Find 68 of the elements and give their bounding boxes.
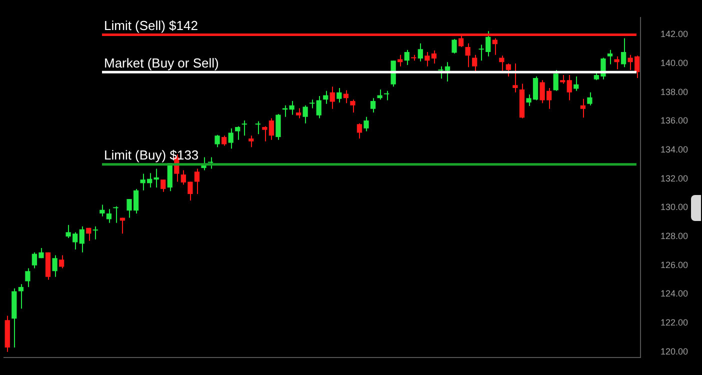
candlestick [404,49,410,66]
candlestick [607,49,613,65]
candlestick [194,168,200,194]
candlestick [383,90,390,101]
candlestick [587,92,592,106]
candlestick [276,113,281,140]
y-tick-label: 120.00 [660,346,688,356]
candlestick [160,179,166,192]
y-tick-label: 140.00 [660,58,688,68]
candlestick [398,54,403,67]
y-tick-label: 132.00 [660,173,688,184]
candlestick [364,116,369,132]
candlestick [248,135,254,148]
candlestick [553,70,558,92]
candlestick [228,128,234,150]
candlestick [79,226,84,253]
candlestick [580,98,586,118]
candlestick [214,134,220,148]
candlestick [25,268,30,288]
candlestick [201,156,206,171]
candlestick [336,88,342,103]
y-tick-label: 128.00 [660,230,688,241]
candlestick [506,63,512,78]
candlestick [302,104,308,124]
y-tick-label: 124.00 [660,288,688,299]
candlestick [512,63,518,93]
candlestick [296,108,302,119]
y-tick-label: 130.00 [660,202,688,212]
candlestick [574,76,579,92]
candlestick [92,226,98,240]
candlestick [343,90,349,104]
candlestick [377,88,382,100]
y-tick-label: 142.00 [660,29,688,40]
candlestick [499,55,504,72]
candlestick [323,90,328,104]
candlestick [492,38,498,56]
candlestick [241,120,248,136]
candlestick [566,74,572,101]
candlestick [356,122,362,139]
ref-line-label: Limit (Buy) $133 [104,148,199,163]
candlestick [86,227,92,242]
candlestick [614,56,620,70]
candlestick [330,86,335,110]
candlestick [18,284,24,310]
candlestick [452,38,457,54]
candlestick [418,42,423,62]
y-tick-label: 136.00 [660,116,688,126]
y-tick-label: 126.00 [660,260,688,270]
ref-line-label: Limit (Sell) $142 [104,18,198,33]
ref-line-label: Market (Buy or Sell) [104,55,219,70]
candlestick [52,254,58,278]
candlestick [100,204,105,217]
candlestick [58,254,64,269]
candlestick [370,98,376,114]
candlestick [472,54,478,74]
candlestick [316,95,322,119]
candlestick [350,99,356,114]
candlestick [254,120,261,135]
candlestick [221,135,227,146]
y-tick-label: 134.00 [660,144,688,155]
candlestick [207,156,214,170]
candlestick [235,126,240,140]
candlestick [620,38,626,68]
y-tick-label: 122.00 [660,317,688,328]
candlestick [106,208,112,224]
candlestick [465,42,470,68]
candlestick [112,206,119,224]
y-tick-label: 138.00 [660,86,688,97]
